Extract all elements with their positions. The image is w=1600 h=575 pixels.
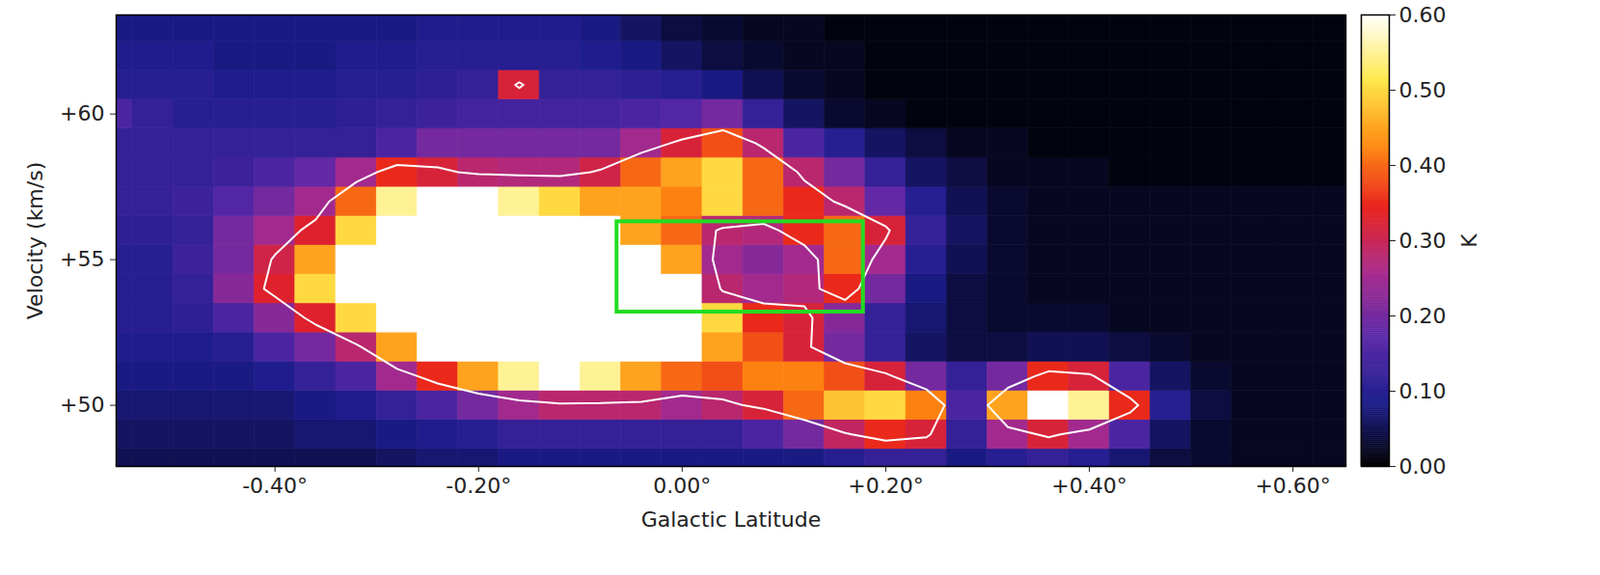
svg-text:K: K — [1457, 233, 1482, 248]
svg-text:-0.40°: -0.40° — [242, 473, 308, 498]
svg-text:0.50: 0.50 — [1399, 78, 1447, 103]
svg-text:0.00°: 0.00° — [652, 473, 711, 498]
svg-text:+50: +50 — [59, 392, 105, 417]
svg-text:Velocity (km/s): Velocity (km/s) — [23, 162, 48, 321]
svg-text:+60: +60 — [59, 101, 105, 126]
svg-text:0.10: 0.10 — [1399, 379, 1447, 404]
svg-text:+0.40°: +0.40° — [1051, 473, 1127, 498]
svg-text:0.40: 0.40 — [1399, 153, 1447, 178]
svg-text:+0.20°: +0.20° — [847, 473, 923, 498]
svg-text:0.30: 0.30 — [1399, 228, 1447, 253]
svg-text:Galactic Latitude: Galactic Latitude — [641, 507, 822, 532]
svg-text:-0.20°: -0.20° — [445, 473, 512, 498]
svg-text:+55: +55 — [59, 246, 105, 272]
svg-text:0.60: 0.60 — [1399, 2, 1447, 28]
svg-text:0.00: 0.00 — [1399, 454, 1447, 479]
svg-text:0.20: 0.20 — [1399, 303, 1447, 328]
svg-text:+0.60°: +0.60° — [1254, 473, 1330, 498]
